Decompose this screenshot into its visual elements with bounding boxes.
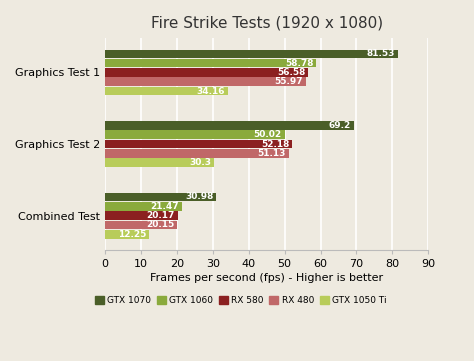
Text: 50.02: 50.02 [254,130,282,139]
Title: Fire Strike Tests (1920 x 1080): Fire Strike Tests (1920 x 1080) [151,15,383,30]
Text: 34.16: 34.16 [196,87,225,96]
Text: 81.53: 81.53 [366,49,395,58]
Legend: GTX 1070, GTX 1060, RX 580, RX 480, GTX 1050 Ti: GTX 1070, GTX 1060, RX 580, RX 480, GTX … [91,293,391,309]
Bar [105,149,289,158]
Bar [105,78,306,86]
Bar [105,193,216,201]
Text: 51.13: 51.13 [257,149,286,158]
Bar [105,221,177,229]
X-axis label: Frames per second (fps) - Higher is better: Frames per second (fps) - Higher is bett… [150,273,383,283]
Text: 12.25: 12.25 [118,230,146,239]
Bar [105,68,308,77]
Text: 52.18: 52.18 [261,140,290,148]
Bar [105,59,316,68]
Bar [105,158,214,167]
Bar [105,49,398,58]
Bar [105,121,354,130]
Text: 30.98: 30.98 [185,192,213,201]
Bar [105,230,149,239]
Text: 20.17: 20.17 [146,211,174,220]
Bar [105,140,292,148]
Text: 21.47: 21.47 [151,202,179,211]
Bar [105,202,182,210]
Text: 55.97: 55.97 [274,77,303,86]
Bar [105,87,228,95]
Bar [105,130,285,139]
Text: 58.78: 58.78 [285,58,313,68]
Text: 69.2: 69.2 [328,121,351,130]
Bar [105,211,178,220]
Text: 30.3: 30.3 [189,158,211,167]
Text: 56.58: 56.58 [277,68,305,77]
Text: 20.15: 20.15 [146,221,174,229]
